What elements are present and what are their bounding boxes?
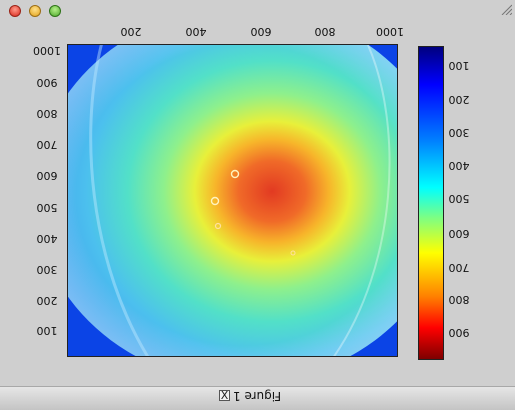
x-tick-label: 800 [314, 25, 336, 38]
colorbar-tick-label: 300 [448, 126, 470, 139]
y-tick-label: 1000 [33, 44, 61, 57]
minimize-icon[interactable] [29, 5, 41, 17]
title-bar[interactable] [0, 386, 515, 410]
colorbar-tick-label: 900 [448, 326, 470, 339]
colorbar-tick-label: 800 [448, 293, 470, 306]
y-tick-label: 100 [36, 324, 58, 337]
y-tick-label: 800 [36, 107, 58, 120]
colorbar-tick-label: 600 [448, 227, 470, 240]
colorbar-tick-label: 200 [448, 93, 470, 106]
x-tick-label: 600 [250, 25, 272, 38]
heatmap-image[interactable] [67, 44, 398, 357]
y-tick-label: 900 [36, 76, 58, 89]
colorbar-tick-label: 700 [448, 261, 470, 274]
x-tick-label: 200 [120, 25, 142, 38]
y-tick-label: 600 [36, 169, 58, 182]
resize-grip-icon[interactable] [500, 3, 512, 15]
colorbar-tick-label: 100 [448, 59, 470, 72]
heatmap-svg [68, 45, 397, 356]
colorbar-tick-label: 500 [448, 192, 470, 205]
x-tick-label: 1000 [376, 25, 404, 38]
y-tick-label: 300 [36, 263, 58, 276]
x-tick-label: 400 [185, 25, 207, 38]
window-title: Figure 1 [233, 389, 282, 403]
y-tick-label: 700 [36, 138, 58, 151]
zoom-icon[interactable] [49, 5, 61, 17]
y-tick-label: 200 [36, 294, 58, 307]
y-tick-label: 500 [36, 201, 58, 214]
figure-checkbox[interactable]: X [219, 389, 230, 402]
y-tick-label: 400 [36, 232, 58, 245]
colorbar [418, 46, 444, 360]
close-icon[interactable] [9, 5, 21, 17]
colorbar-tick-label: 400 [448, 159, 470, 172]
